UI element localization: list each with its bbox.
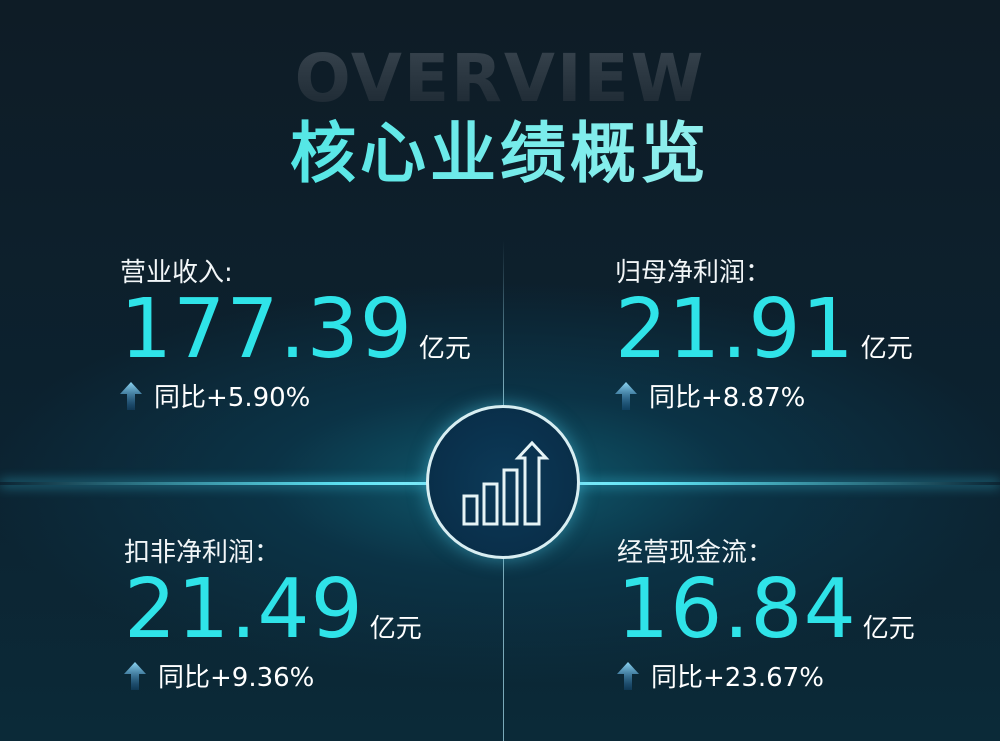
metric-revenue: 营业收入: 177.39 亿元 同比+5.90%: [120, 252, 471, 414]
metric-label: 营业收入:: [120, 258, 233, 288]
metric-unit: 亿元: [369, 614, 422, 644]
metric-unit: 亿元: [860, 334, 913, 364]
metric-value: 21.91: [615, 282, 855, 377]
metric-value: 21.49: [124, 562, 364, 657]
bar-chart-growth-icon: [462, 440, 550, 526]
metric-net-profit: 归母净利润： 21.91 亿元 同比+8.87%: [615, 252, 913, 414]
metric-label: 归母净利润：: [615, 258, 772, 288]
metric-label: 扣非净利润：: [124, 538, 281, 568]
metric-growth: 同比+8.87%: [649, 383, 806, 413]
metric-unit: 亿元: [418, 334, 471, 364]
metric-unit: 亿元: [862, 614, 915, 644]
metric-operating-cash-flow: 经营现金流： 16.84 亿元 同比+23.67%: [617, 532, 915, 694]
metric-growth: 同比+23.67%: [651, 663, 824, 693]
metric-deducted-net-profit: 扣非净利润： 21.49 亿元 同比+9.36%: [124, 532, 422, 694]
metric-growth: 同比+9.36%: [158, 663, 315, 693]
overview-watermark: OVERVIEW: [0, 40, 1000, 117]
metric-growth: 同比+5.90%: [154, 383, 311, 413]
metric-label: 经营现金流：: [617, 538, 774, 568]
arrow-up-icon: [617, 661, 639, 690]
center-badge: [426, 405, 580, 559]
arrow-up-icon: [124, 661, 146, 690]
arrow-up-icon: [615, 381, 637, 410]
metric-value: 16.84: [617, 562, 857, 657]
metric-value: 177.39: [120, 282, 413, 377]
page-title: 核心业绩概览: [0, 100, 1000, 196]
arrow-up-icon: [120, 381, 142, 410]
